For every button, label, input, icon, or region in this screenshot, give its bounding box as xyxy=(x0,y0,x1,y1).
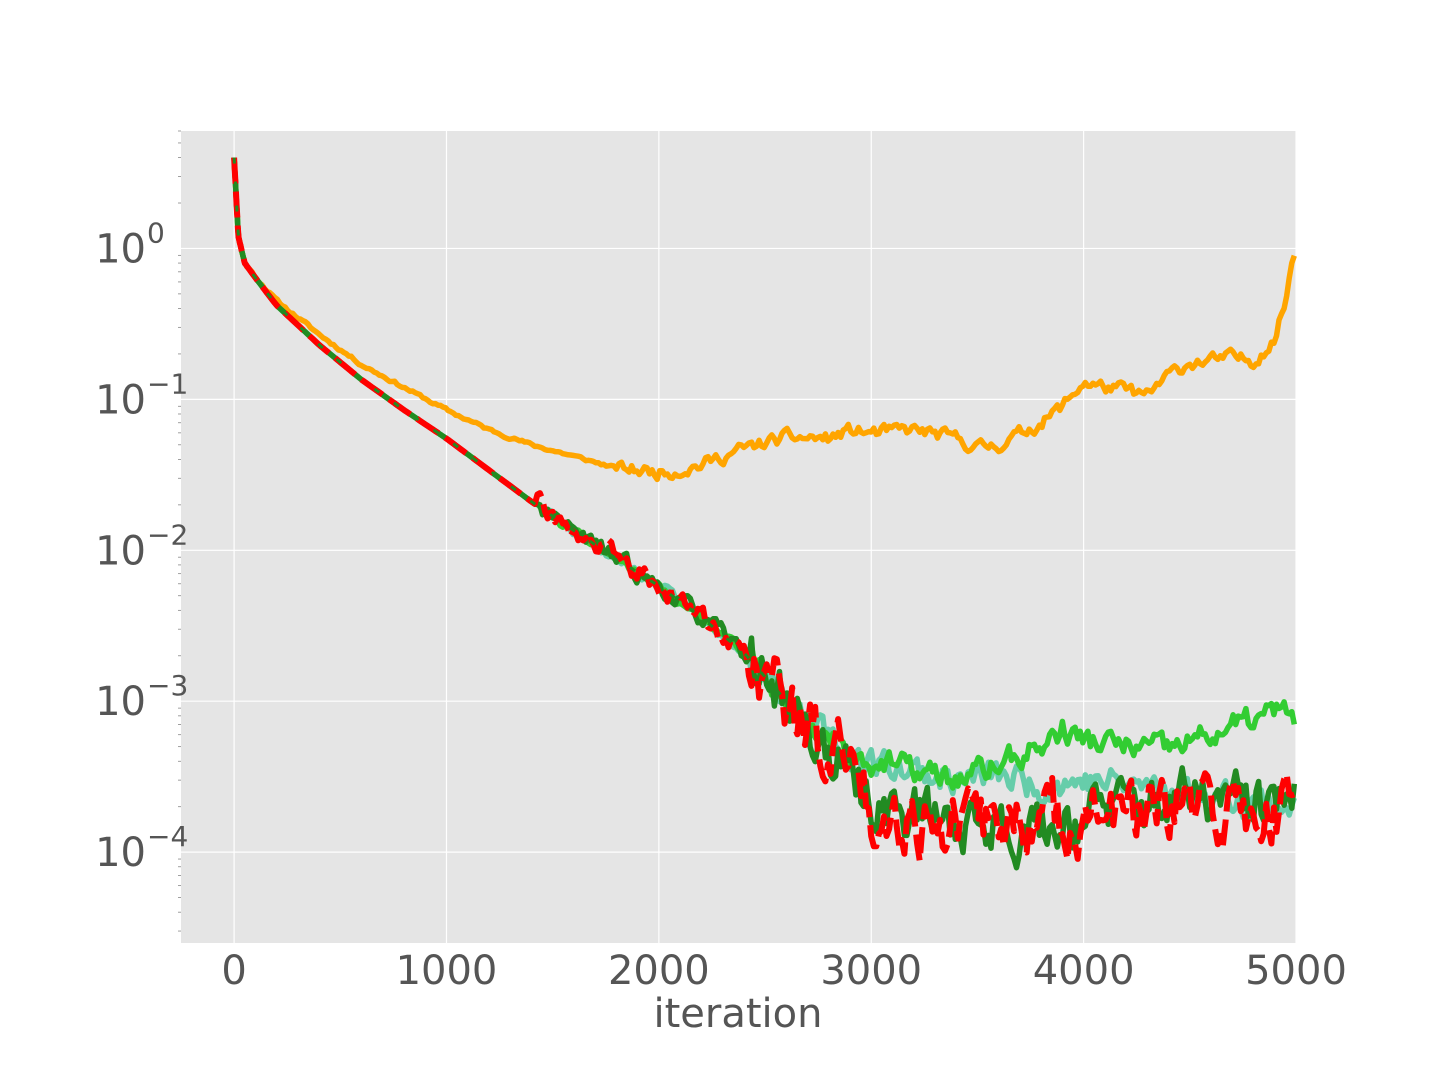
y-tick-label: 10 −3 xyxy=(95,669,188,725)
x-tick-label: 5000 xyxy=(1245,948,1347,994)
y-tick-label: 10 −2 xyxy=(95,518,188,574)
x-tick-labels: 0 1000 2000 3000 4000 5000 xyxy=(221,948,1347,994)
y-tick-exponent: −2 xyxy=(147,518,188,551)
x-tick-label: 2000 xyxy=(608,948,710,994)
x-tick-label: 3000 xyxy=(820,948,922,994)
x-tick-label: 4000 xyxy=(1033,948,1135,994)
grid xyxy=(181,131,1297,943)
y-tick-base: 10 xyxy=(95,377,146,423)
y-tick-base: 10 xyxy=(95,528,146,574)
minor-ticks xyxy=(178,130,181,932)
x-tick-label: 1000 xyxy=(396,948,498,994)
y-tick-exponent: 0 xyxy=(147,216,165,249)
y-tick-exponent: −4 xyxy=(147,820,188,853)
series-line-0 xyxy=(231,158,1297,483)
plot-background xyxy=(181,131,1296,943)
y-tick-label: 10 0 xyxy=(95,216,165,272)
y-tick-exponent: −3 xyxy=(147,669,188,702)
y-tick-base: 10 xyxy=(95,226,146,272)
y-tick-label: 10 −1 xyxy=(95,367,188,423)
y-tick-base: 10 xyxy=(95,830,146,876)
x-axis-label: iteration xyxy=(654,991,823,1037)
series-layer xyxy=(231,157,1298,871)
x-tick-label: 0 xyxy=(221,948,246,994)
y-tick-base: 10 xyxy=(95,679,146,725)
y-tick-label: 10 −4 xyxy=(95,820,188,876)
y-tick-exponent: −1 xyxy=(147,367,188,400)
